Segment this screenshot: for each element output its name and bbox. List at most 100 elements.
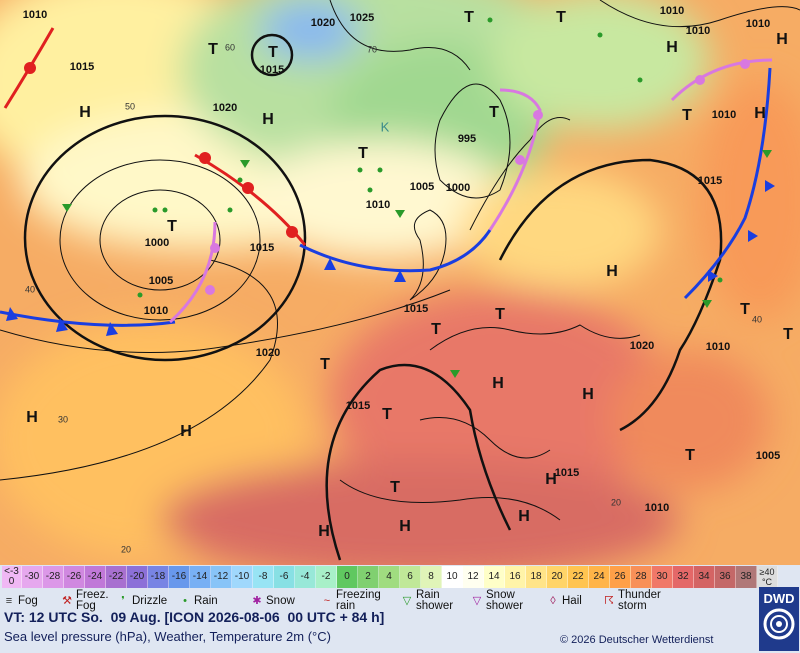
- weather-icon: ▽: [472, 594, 482, 607]
- weather-label: Hail: [562, 594, 582, 607]
- scale-box: 28: [631, 566, 652, 588]
- weather-icon: ~: [323, 594, 331, 607]
- pressure-label: 995: [458, 133, 476, 145]
- scale-box: 24: [589, 566, 610, 588]
- weather-legend-item: ☈ Thunder storm: [602, 589, 672, 613]
- pressure-label: 1015: [555, 467, 579, 479]
- valid-time: VT: 12 UTC So. 09 Aug. [ICON 2026-08-06 …: [4, 609, 385, 625]
- pressure-center: T: [431, 321, 441, 338]
- pressure-center: H: [545, 471, 557, 488]
- weather-legend-item: ❜ Drizzle: [116, 589, 178, 613]
- pressure-label: 1015: [698, 175, 722, 187]
- weather-label: Rain: [194, 594, 218, 607]
- scale-box: -26: [64, 566, 85, 588]
- pressure-center: T: [382, 406, 392, 423]
- description: Sea level pressure (hPa), Weather, Tempe…: [4, 629, 331, 644]
- pressure-center: T: [489, 104, 499, 121]
- pressure-label: 1010: [712, 109, 736, 121]
- scale-box: 18: [526, 566, 547, 588]
- pressure-label: 1020: [213, 102, 237, 114]
- pressure-center: T: [783, 326, 793, 343]
- scale-box: -16: [169, 566, 190, 588]
- weather-icon: ❜: [121, 594, 125, 607]
- isotherm-label: 60: [225, 42, 235, 52]
- pressure-label: 1010: [23, 9, 47, 21]
- weather-legend: ≡ Fog ⚒ Freez. Fog ❜ Drizzle • Rain ✱ Snow ~ Freezi…: [2, 589, 672, 613]
- map-marker: K: [381, 119, 390, 134]
- pressure-center: H: [79, 104, 91, 121]
- pressure-center: T: [390, 479, 400, 496]
- weather-icon: ✱: [252, 594, 262, 607]
- isotherm-label: 20: [611, 497, 621, 507]
- pressure-center: H: [582, 386, 594, 403]
- pressure-center: H: [776, 31, 788, 48]
- scale-box: 20: [547, 566, 568, 588]
- pressure-label: 1010: [686, 25, 710, 37]
- scale-box: 32: [673, 566, 694, 588]
- scale-box: 22: [568, 566, 589, 588]
- pressure-center: H: [399, 518, 411, 535]
- weather-legend-item: • Rain: [178, 589, 250, 613]
- scale-box: 2: [358, 566, 379, 588]
- isobars: [0, 0, 800, 561]
- weather-legend-item: ▽ Rain shower: [400, 589, 470, 613]
- coastlines: [329, 0, 641, 521]
- scale-box: 14: [484, 566, 505, 588]
- scale-box: 12: [463, 566, 484, 588]
- pressure-center: T: [685, 447, 695, 464]
- pressure-label: 1005: [410, 181, 434, 193]
- scale-box: -24: [85, 566, 106, 588]
- pressure-center: T: [320, 356, 330, 373]
- pressure-label: 1015: [346, 400, 370, 412]
- scale-box: -28: [43, 566, 64, 588]
- pressure-label: 1025: [350, 12, 374, 24]
- pressure-center: H: [666, 39, 678, 56]
- pressure-center: T: [208, 41, 218, 58]
- pressure-center: H: [606, 263, 618, 280]
- isotherm-label: 20: [121, 544, 131, 554]
- weather-legend-item: ≡ Fog: [2, 589, 60, 613]
- weather-symbols: [62, 17, 772, 378]
- weather-label: Freez. Fog: [76, 589, 109, 612]
- pressure-center: H: [492, 375, 504, 392]
- scale-box: 10: [442, 566, 463, 588]
- pressure-center: H: [518, 508, 530, 525]
- isotherm-label: 40: [752, 314, 762, 324]
- scale-box: -2: [316, 566, 337, 588]
- weather-label: Freezing rain: [336, 589, 381, 612]
- pressure-label: 1010: [144, 305, 168, 317]
- scale-box: -22: [106, 566, 127, 588]
- scale-box: -4: [295, 566, 316, 588]
- scale-box: 36: [715, 566, 736, 588]
- pressure-label: 1015: [70, 61, 94, 73]
- copyright: © 2026 Deutscher Wetterdienst: [560, 634, 714, 646]
- isotherm-label: 40: [25, 284, 35, 294]
- scale-box: 30: [652, 566, 673, 588]
- pressure-label: 1010: [660, 5, 684, 17]
- scale-box: -12: [211, 566, 232, 588]
- scale-low-label: <-30: [2, 566, 22, 588]
- temperature-scale: <-30 -30 -28 -26 -24 -22 -20 -18 -16 -14 -12 -10 -8-…: [2, 566, 778, 588]
- pressure-label: 1020: [630, 340, 654, 352]
- scale-high-label: ≥40 °C: [757, 566, 778, 588]
- weather-legend-item: ⚒ Freez. Fog: [60, 589, 116, 613]
- scale-box: 34: [694, 566, 715, 588]
- pressure-center: H: [262, 111, 274, 128]
- weather-label: Fog: [18, 594, 38, 607]
- weather-legend-item: ◊ Hail: [546, 589, 602, 613]
- pressure-center: H: [26, 409, 38, 426]
- scale-box: 26: [610, 566, 631, 588]
- pressure-label: 1000: [446, 182, 470, 194]
- pressure-center: H: [318, 523, 330, 540]
- pressure-center: T: [556, 9, 566, 26]
- weather-icon: ▽: [402, 594, 412, 607]
- temperature-field: [0, 0, 800, 565]
- pressure-label: 1005: [149, 275, 173, 287]
- weather-label: Rain shower: [416, 589, 454, 612]
- front-symbols: [6, 59, 775, 336]
- scale-box: 6: [400, 566, 421, 588]
- scale-box: -10: [232, 566, 253, 588]
- isotherm-label: 70: [367, 44, 377, 54]
